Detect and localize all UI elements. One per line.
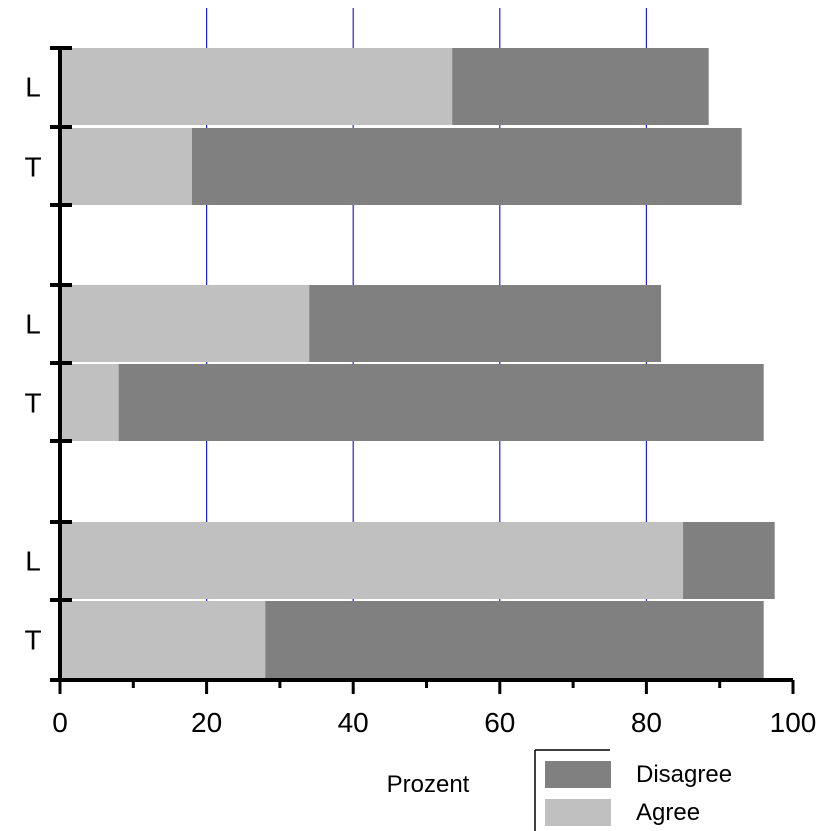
category-label: T [24,625,41,656]
category-labels: L T L T L T [24,72,41,656]
bar-agree [60,285,310,362]
category-label: L [25,546,41,577]
x-tick-label: 80 [631,707,662,738]
bar-disagree [118,364,764,441]
x-tick-labels: 0 20 40 60 80 100 [52,707,816,738]
category-label: T [24,152,41,183]
axes [50,46,795,694]
bar-agree [60,364,119,441]
bar-disagree [683,522,775,599]
bar-agree [60,128,192,205]
legend-label: Disagree [636,761,732,788]
legend-swatch [545,761,611,788]
category-label: T [24,388,41,419]
legend-swatch [545,799,611,826]
x-tick-label: 60 [484,707,515,738]
x-tick-label: 40 [338,707,369,738]
legend: Disagree Agree [534,749,732,831]
x-tick-label: 100 [770,707,817,738]
bar-disagree [191,128,742,205]
category-label: L [25,309,41,340]
legend-label: Agree [636,799,700,826]
x-tick-label: 0 [52,707,68,738]
bar-disagree [309,285,662,362]
bar-agree [60,601,266,678]
x-tick-label: 20 [191,707,222,738]
category-label: L [25,72,41,103]
x-axis-title: Prozent [387,771,470,798]
bar-agree [60,522,684,599]
bar-disagree [265,601,764,678]
bar-disagree [452,48,709,125]
bar-agree [60,48,453,125]
bars [60,48,775,678]
